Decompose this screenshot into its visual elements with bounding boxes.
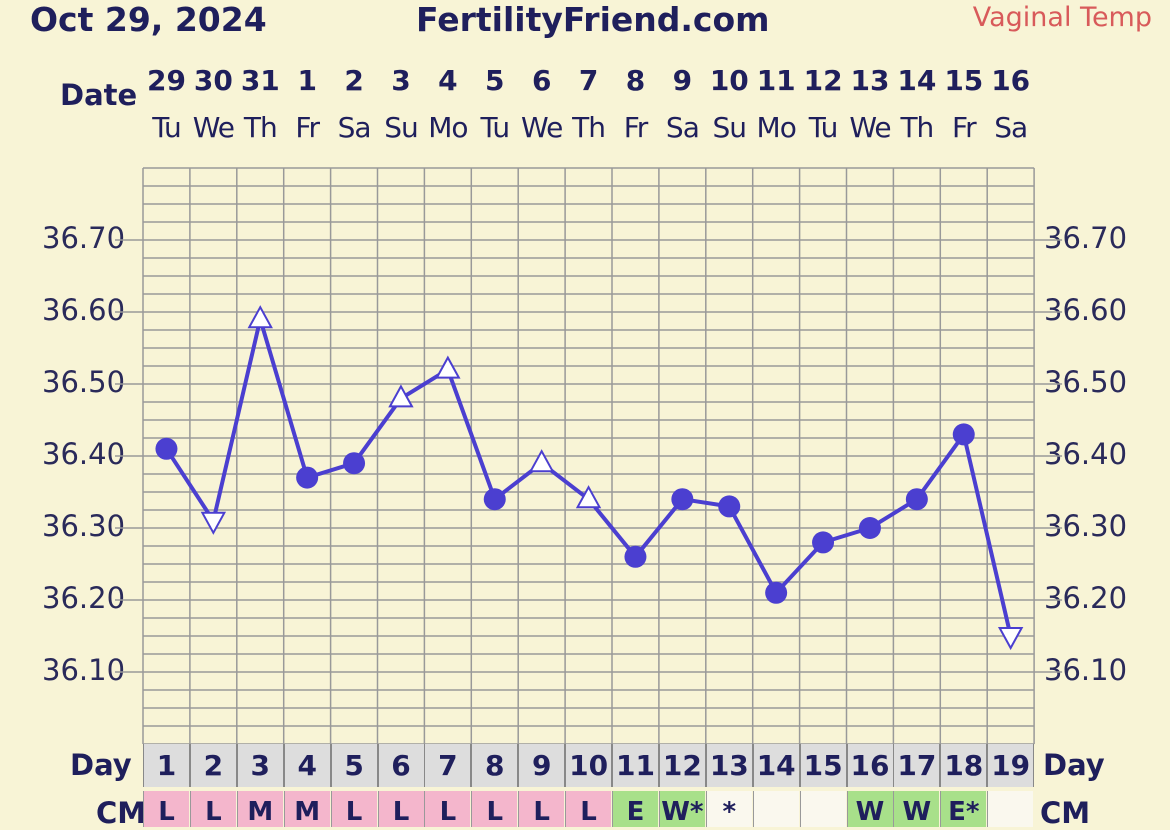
temp-point — [155, 438, 177, 460]
cervical-mucus-cell — [753, 791, 799, 827]
cervical-mucus-cell: * — [706, 791, 752, 827]
cervical-mucus-cell: L — [190, 791, 236, 827]
temp-point — [765, 582, 787, 604]
cycle-day-cell: 3 — [237, 744, 284, 787]
cervical-mucus-cell: W — [893, 791, 939, 827]
cervical-mucus-cell: W — [847, 791, 893, 827]
cycle-day-cell: 17 — [893, 744, 940, 787]
temp-point — [812, 531, 834, 553]
cervical-mucus-cell: M — [237, 791, 283, 827]
cycle-day-cell: 8 — [471, 744, 518, 787]
cervical-mucus-cell: L — [143, 791, 189, 827]
temp-point — [624, 546, 646, 568]
cervical-mucus-cell: L — [565, 791, 611, 827]
cervical-mucus-cell: E — [612, 791, 658, 827]
cycle-day-cell: 16 — [847, 744, 894, 787]
cycle-day-cell: 10 — [565, 744, 612, 787]
cycle-day-cell: 1 — [143, 744, 190, 787]
temp-point-open — [249, 307, 271, 327]
temp-point-open — [202, 513, 224, 533]
cycle-day-cell: 14 — [753, 744, 800, 787]
cycle-day-cell: 2 — [190, 744, 237, 787]
cycle-day-cell: 5 — [331, 744, 378, 787]
day-row-label: Day — [70, 748, 132, 782]
cycle-day-cell: 19 — [987, 744, 1034, 787]
cervical-mucus-cell: E* — [940, 791, 986, 827]
cycle-day-cell: 11 — [612, 744, 659, 787]
cervical-mucus-cell — [987, 791, 1033, 827]
temp-point-open — [437, 358, 459, 378]
temp-point — [953, 423, 975, 445]
temp-point-open — [578, 487, 600, 507]
temp-point — [343, 452, 365, 474]
temp-point — [718, 495, 740, 517]
temp-point — [859, 517, 881, 539]
cervical-mucus-cell: L — [471, 791, 517, 827]
cm-row-label: CM — [96, 796, 146, 830]
temp-point-open — [531, 451, 553, 471]
temp-point — [484, 488, 506, 510]
temp-point — [671, 488, 693, 510]
cervical-mucus-cell: W* — [659, 791, 705, 827]
temp-point-open — [390, 386, 412, 406]
cm-row-label-right: CM — [1040, 796, 1090, 830]
cervical-mucus-cell — [800, 791, 846, 827]
cycle-day-cell: 18 — [940, 744, 987, 787]
cervical-mucus-cell: L — [424, 791, 470, 827]
cervical-mucus-cell: L — [518, 791, 564, 827]
day-row-label-right: Day — [1043, 748, 1105, 782]
cervical-mucus-cell: M — [284, 791, 330, 827]
temp-point — [906, 488, 928, 510]
temp-point — [296, 467, 318, 489]
cervical-mucus-cell: L — [378, 791, 424, 827]
cycle-day-cell: 4 — [284, 744, 331, 787]
temp-point-open — [1000, 628, 1022, 648]
cycle-day-cell: 12 — [659, 744, 706, 787]
cycle-day-cell: 15 — [800, 744, 847, 787]
cycle-day-cell: 6 — [378, 744, 425, 787]
cycle-day-cell: 7 — [424, 744, 471, 787]
cervical-mucus-cell: L — [331, 791, 377, 827]
cycle-day-cell: 9 — [518, 744, 565, 787]
cycle-day-cell: 13 — [706, 744, 753, 787]
